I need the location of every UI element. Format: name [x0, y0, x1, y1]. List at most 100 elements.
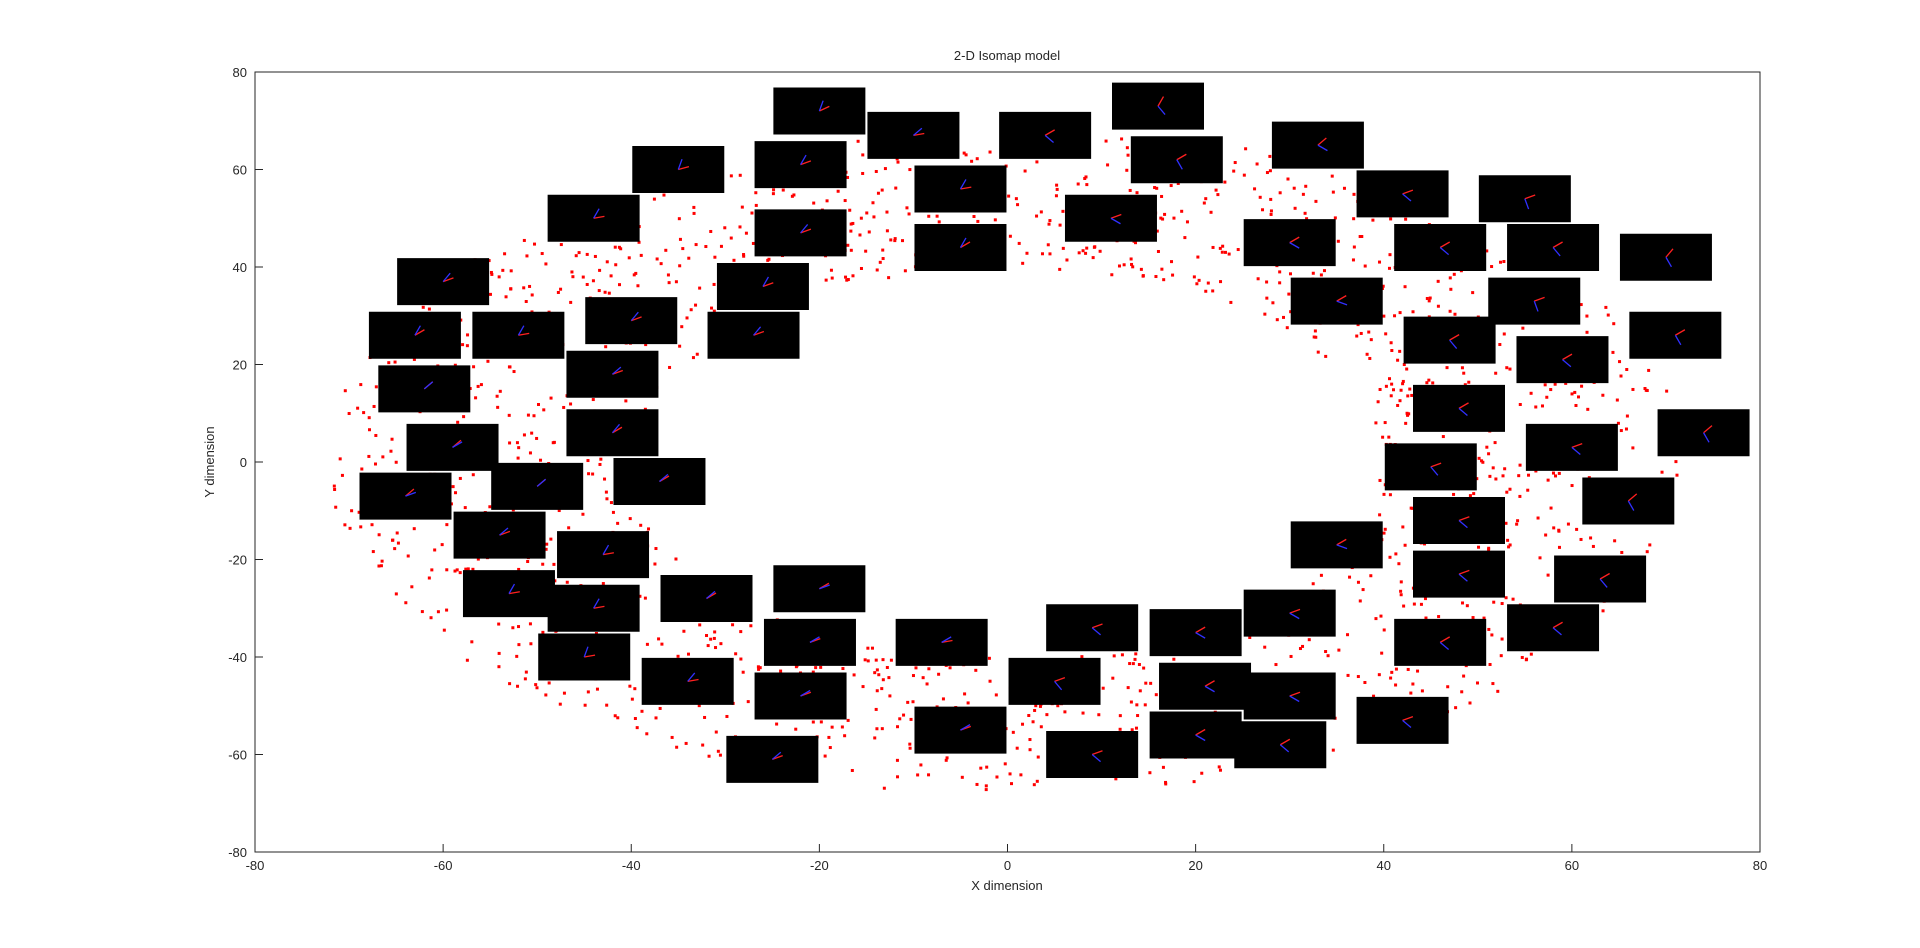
data-point	[451, 485, 455, 489]
data-point	[887, 276, 891, 280]
data-point	[921, 676, 925, 680]
data-point	[689, 308, 693, 312]
stick-blue-segment	[1289, 242, 1300, 249]
data-point	[1468, 494, 1472, 498]
data-point	[535, 686, 539, 690]
stick-blue-segment	[1599, 578, 1608, 588]
data-point	[1406, 413, 1410, 417]
data-point	[1615, 398, 1619, 402]
data-point	[528, 451, 532, 455]
data-point	[694, 243, 698, 247]
data-point	[840, 725, 844, 729]
data-point	[889, 658, 893, 662]
data-point	[1471, 291, 1475, 295]
data-point	[551, 441, 555, 445]
data-point	[902, 713, 906, 717]
data-point	[1472, 492, 1476, 496]
data-point	[852, 673, 856, 677]
data-point	[1511, 597, 1515, 601]
data-point	[1154, 693, 1158, 697]
stick-red-segment	[1524, 194, 1536, 200]
stick-blue-segment	[1110, 217, 1121, 225]
data-point	[885, 229, 889, 233]
data-point	[1120, 653, 1124, 657]
pose-thumbnail	[1356, 170, 1449, 218]
data-point	[1149, 681, 1153, 685]
data-point	[906, 700, 910, 704]
y-tick-label: 40	[233, 260, 247, 275]
data-point	[1461, 601, 1465, 605]
data-point	[1161, 217, 1165, 221]
data-point	[1625, 367, 1629, 371]
data-point	[544, 262, 548, 266]
data-point	[599, 457, 603, 461]
pose-thumbnail	[1507, 224, 1600, 271]
stick-red-segment	[518, 332, 530, 336]
data-point	[725, 714, 729, 718]
data-point	[410, 585, 414, 589]
data-point	[1502, 260, 1506, 264]
data-point	[1233, 161, 1237, 165]
data-point	[1611, 350, 1615, 354]
data-point	[533, 242, 537, 246]
data-point	[1031, 720, 1035, 724]
pose-thumbnail	[378, 365, 471, 413]
data-point	[1360, 234, 1364, 238]
data-point	[1085, 183, 1089, 187]
stick-red-segment	[442, 277, 454, 283]
data-point	[830, 725, 834, 729]
stick-blue-segment	[414, 325, 421, 336]
data-point	[848, 208, 852, 212]
stick-red-segment	[1279, 738, 1291, 746]
data-point	[867, 230, 871, 234]
data-point	[742, 253, 746, 257]
data-point	[794, 727, 798, 731]
pose-thumbnail	[566, 409, 659, 457]
stick-blue-segment	[1336, 544, 1348, 550]
stick-blue-segment	[1054, 680, 1063, 691]
data-point	[1289, 654, 1293, 658]
data-point	[692, 211, 696, 215]
data-point	[1046, 243, 1050, 247]
stick-blue-segment	[611, 423, 621, 434]
data-point	[1219, 280, 1223, 284]
data-point	[734, 652, 738, 656]
data-point	[1452, 272, 1456, 276]
data-point	[849, 248, 853, 252]
data-point	[1624, 427, 1628, 431]
data-point	[1518, 463, 1522, 467]
data-point	[1065, 258, 1069, 262]
data-point	[1263, 312, 1267, 316]
data-point	[1402, 363, 1406, 367]
data-point	[547, 681, 551, 685]
data-point	[1361, 588, 1365, 592]
data-point	[456, 420, 460, 424]
data-point	[1129, 257, 1133, 261]
stick-red-segment	[1703, 425, 1713, 434]
data-point	[1197, 278, 1201, 282]
data-point	[744, 231, 748, 235]
data-point	[607, 291, 611, 295]
data-point	[472, 365, 476, 369]
data-point	[1130, 728, 1134, 732]
data-point	[359, 525, 363, 529]
data-point	[1388, 555, 1392, 559]
pose-thumbnail	[1112, 82, 1204, 130]
data-point	[878, 260, 882, 264]
data-point	[1227, 252, 1231, 256]
data-point	[374, 385, 378, 389]
data-point	[846, 718, 850, 722]
data-point	[440, 543, 444, 547]
data-point	[458, 476, 462, 480]
data-point	[701, 743, 705, 747]
data-point	[1131, 265, 1135, 269]
pose-thumbnail	[1356, 696, 1449, 744]
data-point	[1463, 383, 1467, 387]
data-point	[729, 236, 733, 240]
pose-thumbnail	[406, 423, 499, 471]
stick-red-segment	[508, 591, 520, 595]
data-point	[1080, 655, 1084, 659]
data-point	[685, 316, 689, 320]
stick-blue-segment	[659, 473, 669, 482]
